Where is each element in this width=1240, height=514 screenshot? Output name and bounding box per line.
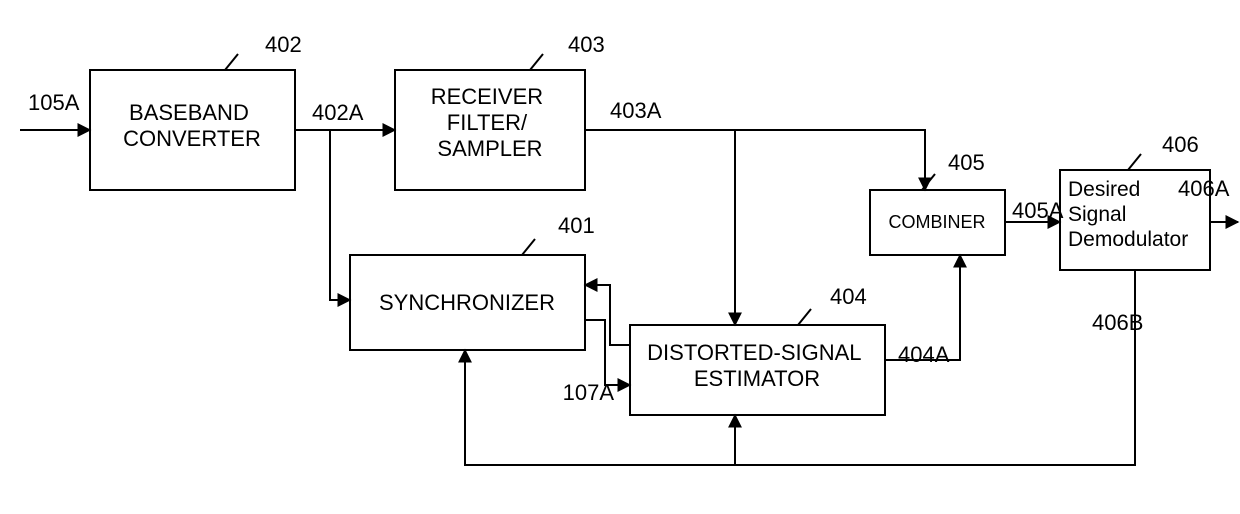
block-combiner-id: 405 <box>948 150 985 175</box>
block-combiner-label: COMBINER <box>888 212 985 232</box>
signal-label-403A: 403A <box>610 98 662 123</box>
block-distorted-signal-estimator: DISTORTED-SIGNAL ESTIMATOR 404 <box>630 284 885 415</box>
block-sync-label: SYNCHRONIZER <box>379 290 555 315</box>
block-demod-id: 406 <box>1162 132 1199 157</box>
signal-label-406B: 406B <box>1092 310 1143 335</box>
block-combiner: COMBINER 405 <box>870 150 1005 255</box>
edge-synchronizer-to-estimator <box>585 320 630 385</box>
block-estimator-id: 404 <box>830 284 867 309</box>
block-baseband-id: 402 <box>265 32 302 57</box>
block-sync-id: 401 <box>558 213 595 238</box>
signal-label-402A: 402A <box>312 100 364 125</box>
edge-402a-to-synchronizer <box>330 130 350 300</box>
block-desired-signal-demodulator: Desired Signal Demodulator 406 <box>1060 132 1210 270</box>
block-receiver-filter-sampler: RECEIVER FILTER/ SAMPLER 403 <box>395 32 605 190</box>
block-filter-id: 403 <box>568 32 605 57</box>
block-filter-label: RECEIVER FILTER/ SAMPLER <box>431 84 550 161</box>
block-baseband-label: BASEBAND CONVERTER <box>123 100 261 151</box>
signal-label-404A: 404A <box>898 342 950 367</box>
signal-label-107A: 107A <box>563 380 615 405</box>
block-baseband-converter: BASEBAND CONVERTER 402 <box>90 32 302 190</box>
signal-label-105A: 105A <box>28 90 80 115</box>
edge-filter-to-combiner <box>585 130 925 190</box>
signal-label-406A: 406A <box>1178 176 1230 201</box>
edge-estimator-to-synchronizer-upper <box>585 285 630 345</box>
block-synchronizer: SYNCHRONIZER 401 <box>350 213 595 350</box>
signal-label-405A: 405A <box>1012 198 1064 223</box>
